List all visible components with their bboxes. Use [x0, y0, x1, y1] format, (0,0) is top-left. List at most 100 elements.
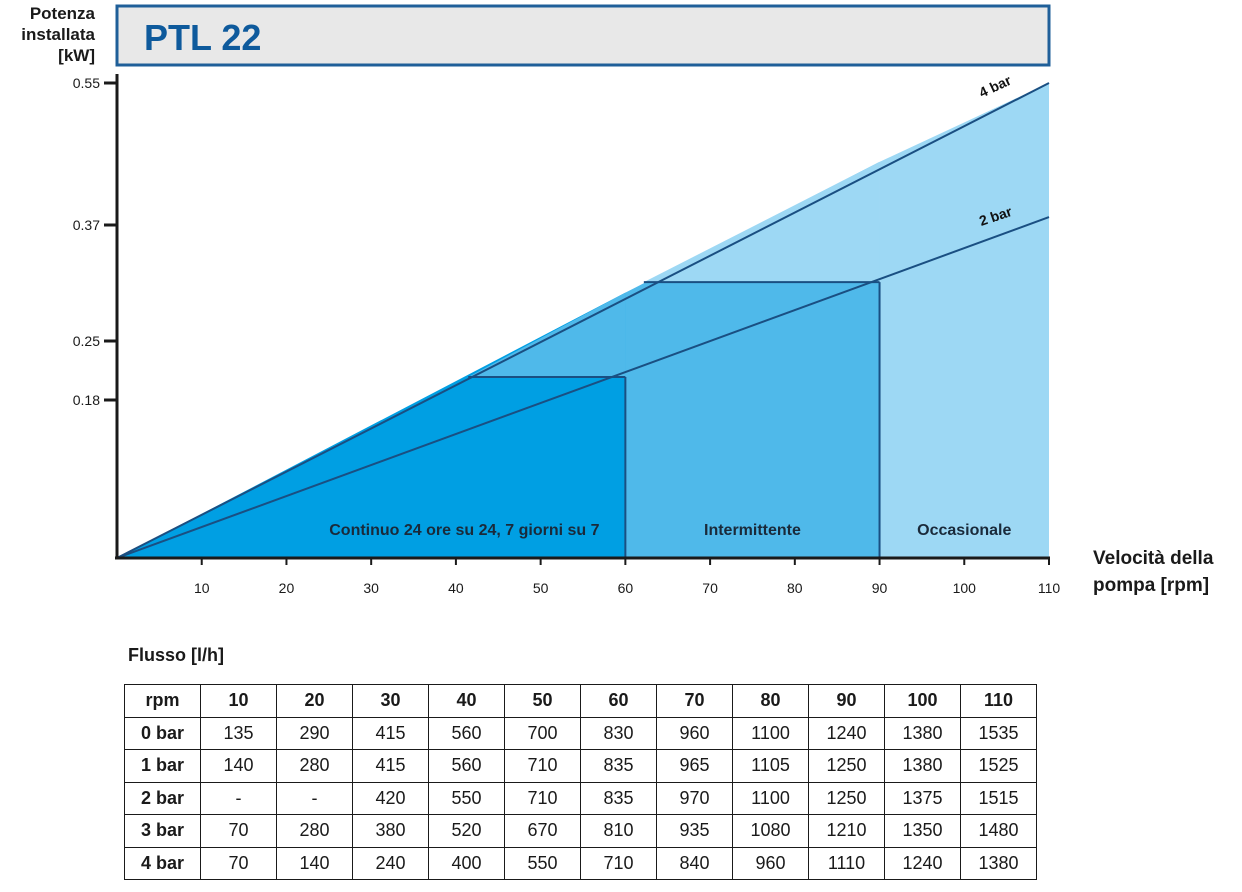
table-cell: 1525	[960, 749, 1037, 783]
table-cell: 810	[580, 814, 657, 848]
table-cell: 935	[656, 814, 733, 848]
table-cell: 400	[428, 846, 505, 880]
table-cell: 1250	[808, 749, 885, 783]
y-tick-label-3: 0.55	[73, 75, 100, 91]
table-header-cell: 70	[656, 684, 733, 718]
table-cell: 420	[352, 781, 429, 815]
table-row-header: 2 bar	[124, 781, 201, 815]
x-axis-title-line1: Velocità della	[1093, 548, 1214, 569]
table-cell: 1350	[884, 814, 961, 848]
x-tick-label-3: 40	[448, 580, 464, 596]
chart-title: PTL 22	[144, 17, 261, 58]
table-cell: -	[276, 781, 353, 815]
table-cell: 1375	[884, 781, 961, 815]
zone-area-2	[879, 83, 1049, 558]
table-cell: 1100	[732, 716, 809, 750]
table-header-cell: 110	[960, 684, 1037, 718]
table-cell: 700	[504, 716, 581, 750]
y-tick-label-2: 0.37	[73, 217, 100, 233]
table-row: 0 bar 135 290 415 560 700 830 960 1100 1240 1380 15…	[124, 716, 1037, 750]
table-header-cell: 90	[808, 684, 885, 718]
table-cell: 550	[428, 781, 505, 815]
zone-area-0	[117, 292, 626, 558]
table-cell: 840	[656, 846, 733, 880]
table-row-header: 4 bar	[124, 846, 201, 880]
x-tick-label-2: 30	[363, 580, 379, 596]
table-cell: 970	[656, 781, 733, 815]
table-row-header: 3 bar	[124, 814, 201, 848]
y-axis-title-line1: Potenza	[30, 4, 96, 23]
table-cell: 1080	[732, 814, 809, 848]
table-row-header: 0 bar	[124, 716, 201, 750]
table-cell: 830	[580, 716, 657, 750]
y-axis-title-line3: [kW]	[58, 46, 95, 65]
x-tick-label-6: 70	[702, 580, 718, 596]
table-cell: 670	[504, 814, 581, 848]
table-caption: Flusso [l/h]	[128, 645, 224, 665]
table-cell: 550	[504, 846, 581, 880]
table-header-cell: 10	[200, 684, 277, 718]
table-cell: 960	[656, 716, 733, 750]
table-cell: 1515	[960, 781, 1037, 815]
table-cell: 70	[200, 814, 277, 848]
x-tick-label-8: 90	[872, 580, 888, 596]
x-tick-label-5: 60	[618, 580, 634, 596]
zone-label-2: Occasionale	[917, 522, 1011, 539]
table-cell: 710	[504, 781, 581, 815]
table-cell: -	[200, 781, 277, 815]
x-tick-label-4: 50	[533, 580, 549, 596]
table-header-rpm: rpm	[124, 684, 201, 718]
table-cell: 520	[428, 814, 505, 848]
table-header-cell: 100	[884, 684, 961, 718]
table-cell: 415	[352, 716, 429, 750]
flow-table: rpm 10 20 30 40 50 60 70 80 90 100 110 0 bar 135 290 4…	[124, 684, 1037, 880]
table-header-row: rpm 10 20 30 40 50 60 70 80 90 100 110	[124, 684, 1037, 718]
table-cell: 70	[200, 846, 277, 880]
table-cell: 290	[276, 716, 353, 750]
y-axis-title-line2: installata	[21, 25, 95, 44]
table-cell: 1535	[960, 716, 1037, 750]
table-cell: 240	[352, 846, 429, 880]
zone-cap-1	[643, 161, 880, 283]
table-cell: 1105	[732, 749, 809, 783]
y-tick-label-0: 0.18	[73, 392, 100, 408]
table-cell: 1380	[884, 749, 961, 783]
table-row: 2 bar - -420 550 710 835 970 1100 1250 1375 1515	[124, 781, 1037, 815]
x-tick-label-10: 110	[1038, 580, 1061, 596]
table-cell: 965	[656, 749, 733, 783]
table-cell: 835	[580, 749, 657, 783]
table-cell: 140	[200, 749, 277, 783]
table-cell: 1100	[732, 781, 809, 815]
zone-label-0: Continuo 24 ore su 24, 7 giorni su 7	[329, 522, 599, 539]
table-row: 4 bar 70 140 240 400 550 710 840 960 1110 1240 1380	[124, 846, 1037, 880]
table-row-header: 1 bar	[124, 749, 201, 783]
table-cell: 1110	[808, 846, 885, 880]
table-cell: 280	[276, 749, 353, 783]
y-tick-label-1: 0.25	[73, 333, 100, 349]
x-tick-label-0: 10	[194, 580, 210, 596]
table-cell: 1380	[960, 846, 1037, 880]
table-header-cell: 80	[732, 684, 809, 718]
table-cell: 280	[276, 814, 353, 848]
table-cell: 380	[352, 814, 429, 848]
x-tick-label-7: 80	[787, 580, 803, 596]
table-row: 1 bar 140 280 415 560 710 835 965 1105 1250 1380 15…	[124, 749, 1037, 783]
table-header-cell: 50	[504, 684, 581, 718]
table-cell: 1480	[960, 814, 1037, 848]
table-cell: 1250	[808, 781, 885, 815]
table-header-cell: 20	[276, 684, 353, 718]
x-tick-label-9: 100	[953, 580, 977, 596]
series-line-0	[116, 82, 1050, 559]
table-cell: 1380	[884, 716, 961, 750]
table-cell: 1240	[808, 716, 885, 750]
table-row: 3 bar 70 280 380 520 670 810 935 1080 1210 1350 148…	[124, 814, 1037, 848]
table-header-cell: 30	[352, 684, 429, 718]
zone-label-1: Intermittente	[704, 522, 801, 539]
series-line-1	[116, 216, 1050, 559]
table-cell: 415	[352, 749, 429, 783]
table-header-cell: 60	[580, 684, 657, 718]
table-cell: 1210	[808, 814, 885, 848]
table-cell: 560	[428, 716, 505, 750]
table-cell: 140	[276, 846, 353, 880]
